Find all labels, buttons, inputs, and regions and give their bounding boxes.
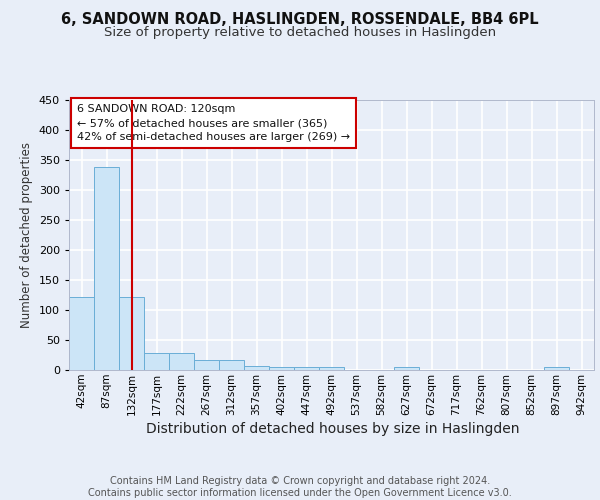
Bar (544, 367, 569, 370)
Bar (294, 367, 319, 370)
Bar (69, 297, 94, 370)
Bar (169, 353, 194, 370)
Bar (319, 367, 344, 370)
Text: 6, SANDOWN ROAD, HASLINGDEN, ROSSENDALE, BB4 6PL: 6, SANDOWN ROAD, HASLINGDEN, ROSSENDALE,… (61, 12, 539, 28)
Text: Contains HM Land Registry data © Crown copyright and database right 2024.
Contai: Contains HM Land Registry data © Crown c… (88, 476, 512, 498)
Bar (94, 167, 119, 370)
Bar (269, 367, 294, 370)
Bar (119, 297, 144, 370)
Bar (194, 360, 219, 370)
Bar (144, 353, 169, 370)
Bar (244, 366, 269, 370)
Bar (219, 360, 244, 370)
Text: Size of property relative to detached houses in Haslingden: Size of property relative to detached ho… (104, 26, 496, 39)
Y-axis label: Number of detached properties: Number of detached properties (20, 142, 33, 328)
Text: Distribution of detached houses by size in Haslingden: Distribution of detached houses by size … (146, 422, 520, 436)
Bar (394, 367, 419, 370)
Text: 6 SANDOWN ROAD: 120sqm
← 57% of detached houses are smaller (365)
42% of semi-de: 6 SANDOWN ROAD: 120sqm ← 57% of detached… (77, 104, 350, 142)
